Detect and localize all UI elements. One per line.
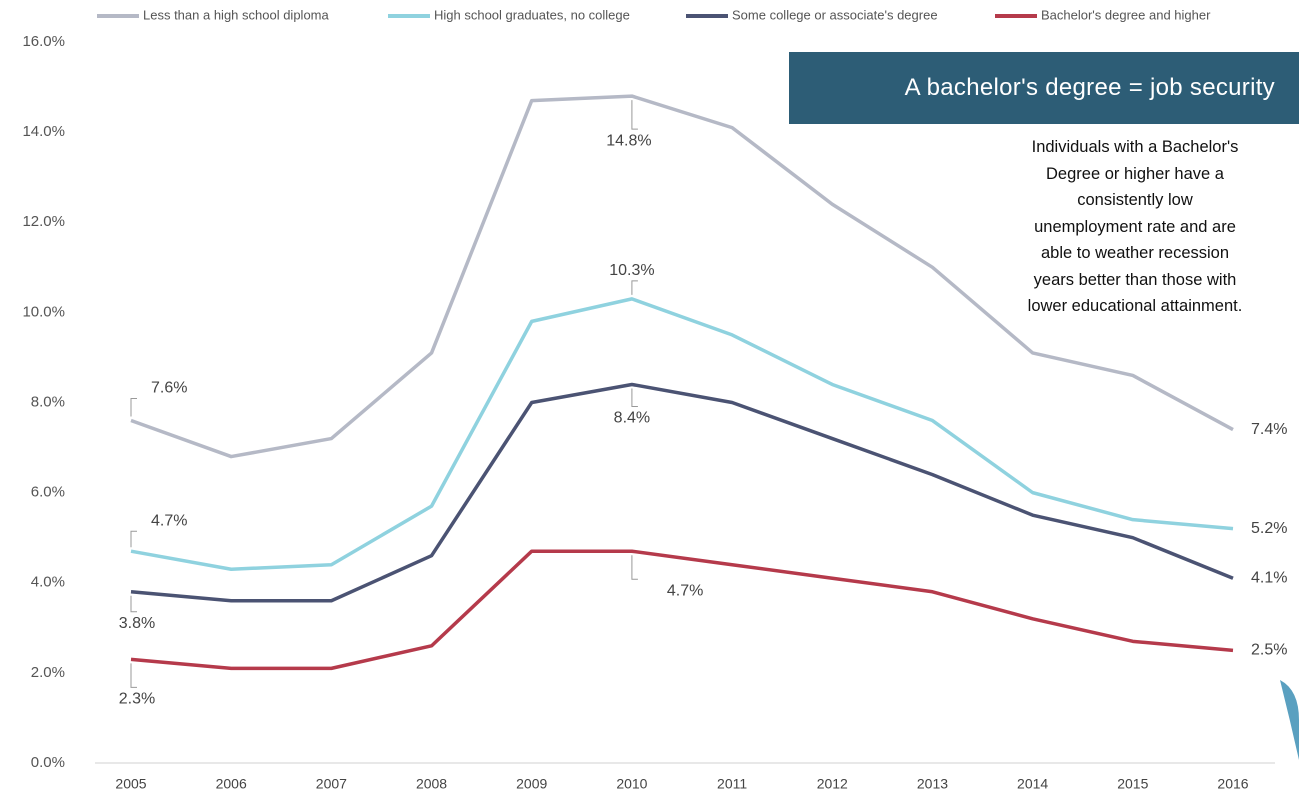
callout-line: unemployment rate and are	[1034, 217, 1236, 236]
x-tick-label: 2010	[616, 776, 647, 792]
callout-title: A bachelor's degree = job security	[789, 52, 1299, 124]
legend-label: High school graduates, no college	[434, 7, 630, 22]
label-leader	[130, 398, 137, 417]
data-label: 3.8%	[119, 615, 155, 632]
y-tick-label: 6.0%	[31, 484, 65, 501]
legend-label: Less than a high school diploma	[143, 7, 330, 22]
x-tick-label: 2011	[717, 776, 747, 792]
y-tick-label: 2.0%	[31, 664, 65, 681]
data-label: 4.1%	[1251, 569, 1287, 586]
series-line	[130, 549, 1234, 671]
data-label: 4.7%	[667, 582, 703, 599]
legend-label: Some college or associate's degree	[732, 7, 938, 22]
label-leader	[631, 555, 638, 580]
data-label: 2.5%	[1251, 642, 1287, 659]
x-tick-label: 2007	[316, 776, 347, 792]
y-tick-label: 12.0%	[22, 213, 65, 230]
y-tick-label: 0.0%	[31, 754, 65, 771]
callout-line: years better than those with	[1033, 270, 1237, 289]
y-tick-label: 4.0%	[31, 574, 65, 591]
label-leader	[631, 100, 638, 130]
callout-line: able to weather recession	[1040, 244, 1230, 262]
callout-line: Individuals with a Bachelor's	[1031, 138, 1239, 156]
series-line	[130, 94, 1234, 459]
series-line	[130, 297, 1234, 571]
callout-line: lower educational attainment.	[1027, 297, 1243, 315]
data-label: 10.3%	[609, 262, 654, 279]
data-label: 4.7%	[151, 512, 187, 529]
x-tick-label: 2008	[416, 776, 447, 792]
data-label: 7.6%	[151, 380, 187, 397]
label-leader	[130, 663, 137, 688]
callout-line: Degree or higher have a	[1046, 164, 1224, 183]
callout-text: Individuals with a Bachelor's Degree or h…	[990, 134, 1280, 320]
x-tick-label: 2006	[216, 776, 247, 792]
x-tick-label: 2005	[115, 776, 146, 792]
decoration	[1280, 680, 1299, 760]
data-label: 14.8%	[606, 132, 651, 149]
series-line	[130, 382, 1234, 603]
x-tick-label: 2012	[817, 776, 848, 792]
x-tick-label: 2016	[1217, 776, 1248, 792]
x-tick-label: 2014	[1017, 776, 1048, 792]
x-tick-label: 2013	[917, 776, 948, 792]
data-label: 5.2%	[1251, 520, 1287, 537]
label-leader	[130, 530, 137, 548]
y-tick-label: 10.0%	[22, 303, 65, 320]
callout-line: consistently low	[1077, 191, 1193, 209]
label-leader	[130, 595, 137, 613]
y-tick-label: 16.0%	[22, 33, 65, 50]
label-leader	[631, 280, 638, 295]
label-leader	[631, 388, 638, 407]
y-tick-label: 8.0%	[31, 393, 65, 410]
legend-label: Bachelor's degree and higher	[1041, 7, 1211, 22]
data-label: 8.4%	[614, 410, 650, 427]
data-label: 2.3%	[119, 691, 155, 708]
x-tick-label: 2015	[1117, 776, 1148, 792]
y-tick-label: 14.0%	[22, 123, 65, 140]
data-label: 7.4%	[1251, 421, 1287, 438]
x-tick-label: 2009	[516, 776, 547, 792]
